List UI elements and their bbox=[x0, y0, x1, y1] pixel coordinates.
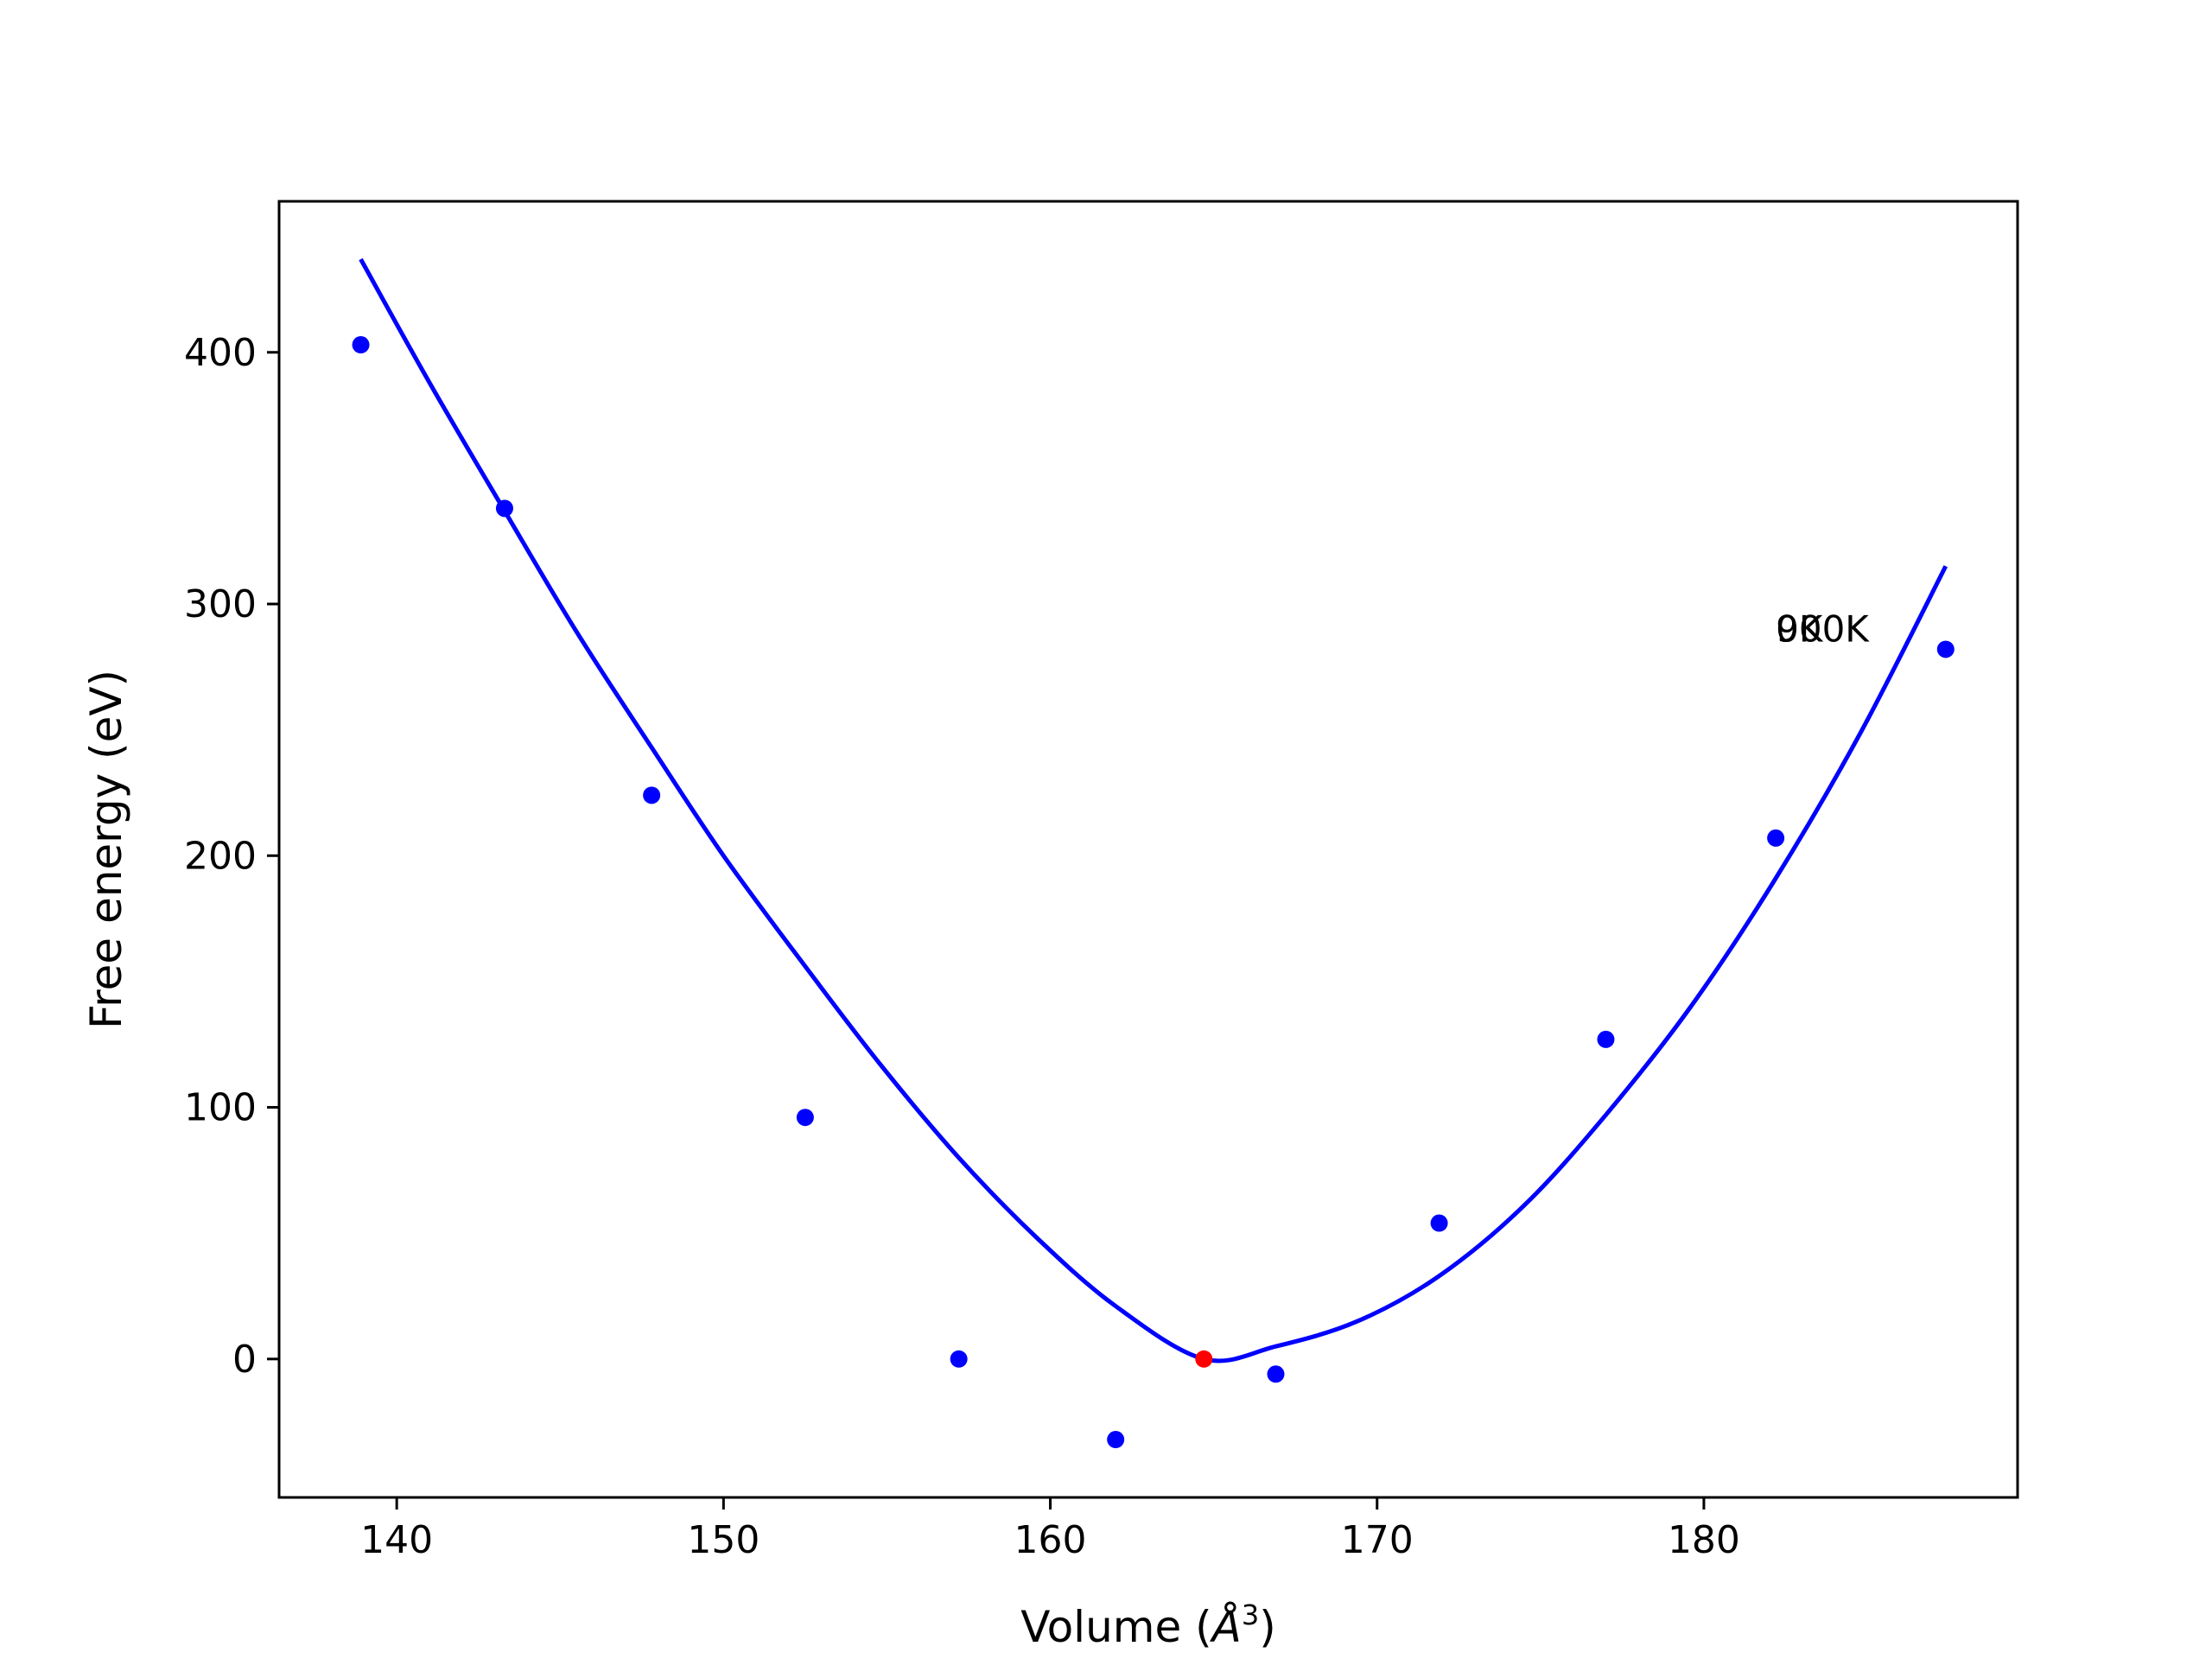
minimum-point bbox=[1195, 1350, 1213, 1368]
y-tick-label: 100 bbox=[184, 1086, 257, 1130]
y-axis-ticks: 0 100 200 300 400 bbox=[184, 331, 279, 1382]
temperature-annotation: 900K bbox=[1776, 608, 1870, 651]
x-axis-label-exponent: 3 bbox=[1242, 1599, 1259, 1631]
data-points-layer bbox=[352, 336, 1955, 1449]
data-point bbox=[1267, 1365, 1285, 1383]
y-tick-label: 300 bbox=[184, 582, 257, 626]
data-point bbox=[495, 499, 513, 518]
data-point bbox=[950, 1350, 968, 1368]
data-point bbox=[352, 336, 370, 354]
temperature-annotation: 0K bbox=[1776, 608, 1824, 651]
y-axis-label: Free energy (eV) bbox=[81, 670, 131, 1029]
data-point bbox=[1107, 1431, 1125, 1449]
data-point bbox=[1597, 1030, 1615, 1048]
x-tick-label: 170 bbox=[1341, 1518, 1414, 1562]
y-tick-label: 200 bbox=[184, 834, 257, 878]
y-tick-label: 0 bbox=[232, 1338, 257, 1382]
x-axis-label: Volume (Å3) bbox=[1020, 1599, 1275, 1652]
x-tick-label: 160 bbox=[1014, 1518, 1087, 1562]
x-axis-label-text: Volume ( bbox=[1020, 1602, 1211, 1652]
x-tick-label: 180 bbox=[1668, 1518, 1740, 1562]
x-tick-label: 150 bbox=[687, 1518, 760, 1562]
x-tick-label: 140 bbox=[360, 1518, 433, 1562]
x-axis-ticks: 140 150 160 170 180 bbox=[360, 1497, 1740, 1562]
plot-frame bbox=[277, 200, 2019, 1499]
data-point bbox=[1767, 829, 1785, 847]
x-axis-label-close: ) bbox=[1259, 1602, 1276, 1652]
fit-curve-layer bbox=[359, 257, 1948, 1363]
fit-curve-line bbox=[359, 257, 1948, 1363]
y-tick-label: 400 bbox=[184, 331, 257, 375]
data-point bbox=[796, 1109, 814, 1127]
data-point bbox=[1430, 1214, 1448, 1232]
x-axis-label-unit: Å bbox=[1210, 1602, 1242, 1652]
data-point bbox=[1936, 640, 1955, 658]
data-point bbox=[643, 786, 661, 804]
